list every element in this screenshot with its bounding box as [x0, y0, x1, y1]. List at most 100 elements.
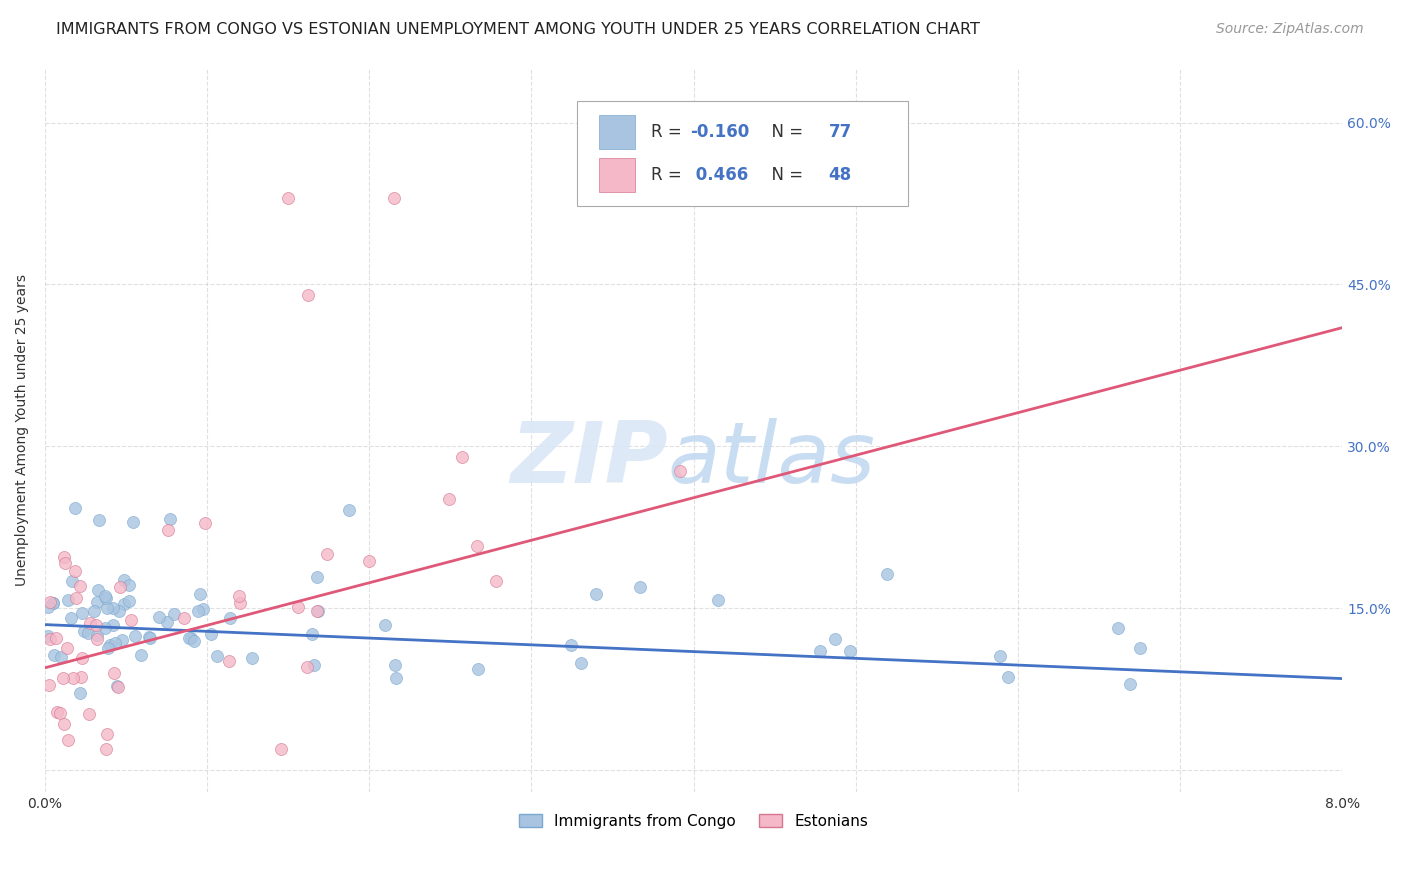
- Point: [56, 592, 79, 607]
- Point: [87, 582, 110, 597]
- Point: [63, 501, 86, 516]
- Point: [437, 491, 460, 506]
- Point: [188, 587, 211, 601]
- Point: [84, 618, 107, 632]
- FancyBboxPatch shape: [599, 158, 636, 193]
- Point: [179, 632, 201, 646]
- Point: [159, 512, 181, 526]
- Point: [1118, 677, 1140, 691]
- Point: [173, 611, 195, 625]
- Point: [59, 611, 82, 625]
- Text: 77: 77: [828, 123, 852, 141]
- Point: [138, 631, 160, 645]
- Point: [49, 706, 72, 721]
- Point: [110, 632, 132, 647]
- Point: [120, 613, 142, 627]
- Point: [42, 648, 65, 662]
- Point: [118, 593, 141, 607]
- Point: [569, 656, 592, 670]
- Point: [307, 604, 329, 618]
- Point: [69, 686, 91, 700]
- Point: [72, 624, 94, 638]
- Point: [94, 621, 117, 635]
- Point: [62, 671, 84, 685]
- Point: [94, 741, 117, 756]
- Point: [108, 580, 131, 594]
- Point: [706, 593, 728, 607]
- Y-axis label: Unemployment Among Youth under 25 years: Unemployment Among Youth under 25 years: [15, 274, 30, 586]
- Point: [628, 581, 651, 595]
- Point: [163, 607, 186, 621]
- Point: [183, 633, 205, 648]
- Point: [191, 602, 214, 616]
- Point: [63, 564, 86, 578]
- FancyBboxPatch shape: [576, 101, 908, 206]
- Point: [100, 638, 122, 652]
- Legend: Immigrants from Congo, Estonians: Immigrants from Congo, Estonians: [513, 807, 875, 835]
- Point: [295, 660, 318, 674]
- Point: [38, 595, 60, 609]
- Point: [465, 539, 488, 553]
- Point: [200, 627, 222, 641]
- Point: [277, 191, 299, 205]
- Point: [89, 513, 111, 527]
- Point: [316, 548, 339, 562]
- Point: [77, 706, 100, 721]
- Point: [824, 632, 846, 646]
- Point: [240, 651, 263, 665]
- Point: [103, 617, 125, 632]
- Point: [988, 649, 1011, 664]
- Point: [287, 600, 309, 615]
- Point: [485, 574, 508, 589]
- Text: N =: N =: [761, 123, 808, 141]
- Text: 48: 48: [828, 166, 852, 184]
- Text: IMMIGRANTS FROM CONGO VS ESTONIAN UNEMPLOYMENT AMONG YOUTH UNDER 25 YEARS CORREL: IMMIGRANTS FROM CONGO VS ESTONIAN UNEMPL…: [56, 22, 980, 37]
- Point: [45, 705, 67, 719]
- Point: [112, 597, 135, 611]
- Point: [65, 591, 87, 606]
- Text: Source: ZipAtlas.com: Source: ZipAtlas.com: [1216, 22, 1364, 37]
- Point: [270, 741, 292, 756]
- Point: [53, 549, 76, 564]
- Point: [107, 680, 129, 694]
- Point: [187, 604, 209, 618]
- Point: [118, 578, 141, 592]
- Point: [876, 566, 898, 581]
- Point: [301, 627, 323, 641]
- Point: [1107, 621, 1129, 635]
- Point: [103, 601, 125, 615]
- Point: [94, 589, 117, 603]
- Point: [229, 596, 252, 610]
- Point: [70, 606, 93, 620]
- Point: [107, 604, 129, 618]
- Point: [86, 628, 108, 642]
- Point: [302, 658, 325, 673]
- Point: [374, 618, 396, 632]
- Point: [384, 671, 406, 685]
- Point: [205, 649, 228, 664]
- Point: [138, 631, 160, 645]
- Point: [39, 632, 62, 646]
- Point: [69, 670, 91, 684]
- Point: [839, 644, 862, 658]
- Point: [37, 600, 59, 615]
- Point: [228, 589, 250, 603]
- Point: [103, 666, 125, 681]
- Text: R =: R =: [651, 166, 686, 184]
- Text: 0.466: 0.466: [690, 166, 748, 184]
- Point: [997, 669, 1019, 683]
- Point: [560, 639, 582, 653]
- Point: [70, 650, 93, 665]
- Point: [79, 615, 101, 630]
- Point: [121, 516, 143, 530]
- Point: [808, 644, 831, 658]
- Point: [60, 574, 83, 589]
- Point: [97, 640, 120, 655]
- Point: [69, 579, 91, 593]
- Point: [148, 610, 170, 624]
- Text: atlas: atlas: [668, 417, 876, 500]
- Point: [131, 648, 153, 663]
- Point: [157, 523, 180, 537]
- Text: R =: R =: [651, 123, 686, 141]
- Point: [96, 727, 118, 741]
